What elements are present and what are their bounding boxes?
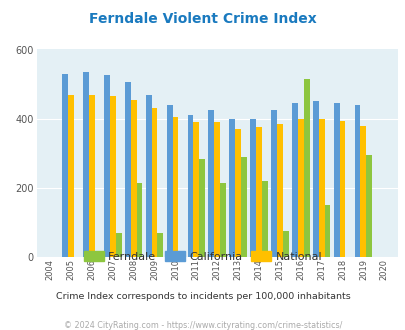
Bar bbox=[312, 102, 318, 257]
Bar bbox=[193, 122, 199, 257]
Bar bbox=[339, 120, 345, 257]
Bar bbox=[68, 94, 74, 257]
Bar bbox=[208, 110, 214, 257]
Bar bbox=[318, 119, 324, 257]
Bar bbox=[115, 233, 121, 257]
Bar bbox=[354, 105, 360, 257]
Text: © 2024 CityRating.com - https://www.cityrating.com/crime-statistics/: © 2024 CityRating.com - https://www.city… bbox=[64, 321, 341, 330]
Bar bbox=[151, 108, 157, 257]
Bar bbox=[145, 94, 151, 257]
Text: Crime Index corresponds to incidents per 100,000 inhabitants: Crime Index corresponds to incidents per… bbox=[55, 292, 350, 301]
Bar bbox=[297, 119, 303, 257]
Bar bbox=[199, 159, 205, 257]
Bar bbox=[241, 157, 246, 257]
Bar bbox=[166, 105, 172, 257]
Bar bbox=[172, 117, 178, 257]
Bar bbox=[220, 183, 226, 257]
Bar bbox=[214, 122, 220, 257]
Bar bbox=[104, 76, 110, 257]
Bar bbox=[125, 82, 130, 257]
Bar bbox=[271, 110, 276, 257]
Bar bbox=[234, 129, 241, 257]
Bar bbox=[365, 155, 371, 257]
Bar bbox=[282, 231, 288, 257]
Bar bbox=[291, 103, 297, 257]
Bar bbox=[360, 126, 365, 257]
Bar bbox=[303, 79, 309, 257]
Bar bbox=[187, 115, 193, 257]
Bar bbox=[62, 74, 68, 257]
Bar bbox=[261, 181, 267, 257]
Bar bbox=[249, 119, 256, 257]
Text: Ferndale Violent Crime Index: Ferndale Violent Crime Index bbox=[89, 12, 316, 25]
Bar bbox=[333, 103, 339, 257]
Bar bbox=[130, 100, 136, 257]
Bar bbox=[89, 94, 95, 257]
Legend: Ferndale, California, National: Ferndale, California, National bbox=[79, 247, 326, 267]
Bar bbox=[324, 205, 330, 257]
Bar bbox=[110, 96, 115, 257]
Bar bbox=[157, 233, 163, 257]
Bar bbox=[229, 119, 234, 257]
Bar bbox=[83, 72, 89, 257]
Bar bbox=[256, 127, 261, 257]
Bar bbox=[276, 124, 282, 257]
Bar bbox=[136, 183, 142, 257]
